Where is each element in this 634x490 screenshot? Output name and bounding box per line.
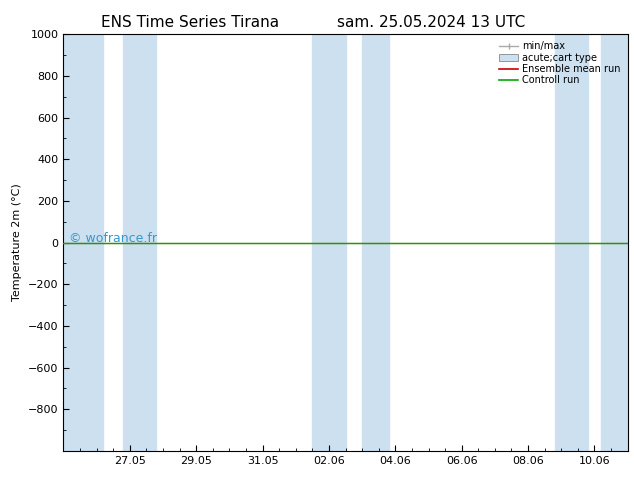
Bar bbox=[362, 34, 389, 451]
Bar bbox=[601, 34, 628, 451]
Bar bbox=[63, 34, 103, 451]
Text: ENS Time Series Tirana: ENS Time Series Tirana bbox=[101, 15, 279, 30]
Text: sam. 25.05.2024 13 UTC: sam. 25.05.2024 13 UTC bbox=[337, 15, 525, 30]
Text: © wofrance.fr: © wofrance.fr bbox=[69, 232, 157, 245]
Y-axis label: Temperature 2m (°C): Temperature 2m (°C) bbox=[13, 184, 22, 301]
Bar bbox=[555, 34, 588, 451]
Bar bbox=[123, 34, 157, 451]
Legend: min/max, acute;cart type, Ensemble mean run, Controll run: min/max, acute;cart type, Ensemble mean … bbox=[497, 39, 623, 87]
Bar bbox=[313, 34, 346, 451]
